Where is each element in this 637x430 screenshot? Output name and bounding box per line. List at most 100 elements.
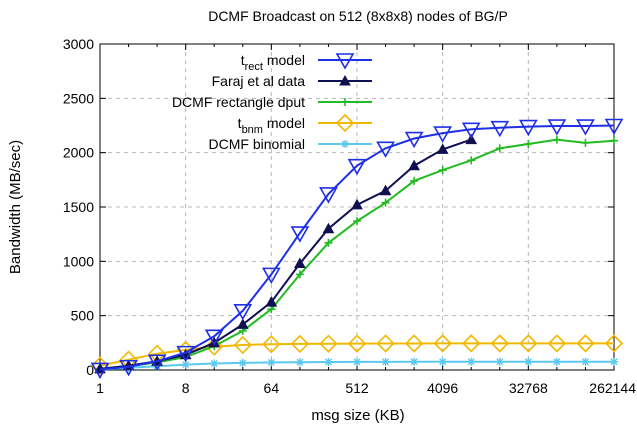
data-point-triangle-up (351, 198, 363, 210)
data-point-triangle-down (147, 354, 167, 371)
y-tick-label: 500 (71, 308, 95, 324)
data-point-plus (610, 136, 618, 145)
data-point-diamond (335, 113, 355, 133)
data-point-star (210, 359, 219, 368)
data-point-triangle-up (236, 318, 249, 329)
data-point-star (467, 357, 476, 366)
series-group (90, 118, 624, 380)
y-tick-label: 1500 (63, 199, 94, 215)
data-point-star (381, 357, 390, 366)
legend-item: DCMF binomial (209, 136, 372, 152)
data-point-triangle-down (233, 303, 253, 321)
x-tick-label: 4096 (427, 380, 458, 396)
data-point-triangle-down (290, 226, 310, 243)
legend-item: DCMF rectangle dput (172, 94, 372, 110)
data-point-triangle-down (204, 329, 224, 346)
data-point-plus (295, 270, 304, 279)
chart-title: DCMF Broadcast on 512 (8x8x8) nodes of B… (208, 8, 508, 24)
data-point-star (610, 357, 618, 366)
data-point-triangle-up (408, 159, 420, 171)
data-point-plus (524, 139, 533, 148)
data-point-star (438, 357, 447, 366)
legend-item: tbnm model (238, 113, 372, 136)
data-point-plus (495, 144, 504, 153)
data-point-star (341, 140, 349, 148)
data-point-triangle-down (176, 345, 196, 363)
data-point-diamond (376, 334, 395, 353)
legend-label: tbnm model (238, 115, 305, 136)
data-point-triangle-down (490, 120, 510, 138)
data-point-triangle-down (119, 359, 138, 377)
data-point-diamond (462, 334, 481, 353)
data-point-triangle-down (604, 118, 624, 136)
data-point-diamond (576, 334, 595, 353)
legend-item: Faraj et al data (212, 73, 372, 89)
data-point-diamond (547, 334, 567, 353)
y-axis-title: Bandwidth (MB/sec) (7, 140, 24, 274)
data-point-diamond (262, 335, 281, 354)
data-point-plus (341, 98, 349, 106)
legend-label: trect model (241, 52, 305, 73)
data-point-star (495, 357, 504, 366)
data-point-diamond (433, 334, 452, 353)
data-point-diamond (290, 334, 310, 354)
data-point-triangle-down (319, 187, 338, 204)
data-point-star (181, 360, 190, 369)
data-point-diamond (519, 334, 538, 353)
data-point-diamond (490, 334, 509, 353)
data-point-triangle-up (465, 133, 478, 145)
x-tick-label: 512 (345, 380, 369, 396)
data-point-triangle-down (576, 119, 595, 136)
series-0 (90, 118, 624, 380)
x-tick-label: 1 (96, 380, 104, 396)
y-tick-label: 3000 (63, 36, 94, 52)
data-point-triangle-down (261, 267, 281, 284)
data-point-triangle-down (433, 126, 453, 143)
data-point-triangle-down (90, 362, 110, 380)
x-axis-title: msg size (KB) (311, 407, 404, 424)
data-point-triangle-up (322, 222, 335, 234)
data-point-triangle-down (547, 119, 567, 136)
data-point-triangle-up (294, 257, 306, 269)
y-tick-label: 2500 (63, 90, 94, 106)
data-point-star (581, 357, 590, 366)
data-point-diamond (347, 334, 367, 353)
data-point-diamond (319, 334, 338, 353)
data-point-plus (438, 166, 447, 175)
data-point-plus (552, 135, 561, 144)
data-point-triangle-down (347, 158, 367, 176)
series-4 (96, 357, 618, 374)
data-point-plus (324, 238, 333, 247)
y-tick-label: 2000 (63, 145, 94, 161)
data-point-triangle-up (208, 336, 221, 348)
data-point-diamond (233, 335, 252, 355)
data-point-plus (410, 176, 419, 185)
data-point-plus (353, 217, 361, 226)
legend-label: DCMF binomial (209, 136, 305, 152)
data-point-plus (581, 138, 590, 147)
data-point-star (295, 358, 304, 367)
legend-label: Faraj et al data (212, 73, 306, 89)
x-tick-label: 262144 (589, 380, 636, 396)
data-point-star (524, 357, 533, 366)
series-line (99, 124, 615, 371)
data-point-triangle-up (339, 74, 351, 86)
data-point-triangle-down (335, 53, 355, 70)
data-point-triangle-up (436, 143, 449, 154)
data-point-triangle-up (379, 184, 392, 196)
data-point-triangle-down (461, 122, 481, 139)
data-point-diamond (404, 334, 424, 353)
data-point-triangle-down (518, 119, 538, 137)
data-point-triangle-down (404, 131, 424, 149)
data-point-star (552, 357, 561, 366)
data-point-diamond (604, 334, 624, 353)
data-point-star (353, 357, 361, 366)
data-point-triangle-down (376, 141, 395, 158)
data-point-star (238, 358, 247, 367)
data-point-plus (467, 156, 476, 165)
data-point-triangle-up (265, 296, 278, 307)
legend-item: trect model (241, 52, 372, 73)
data-point-plus (381, 198, 390, 207)
